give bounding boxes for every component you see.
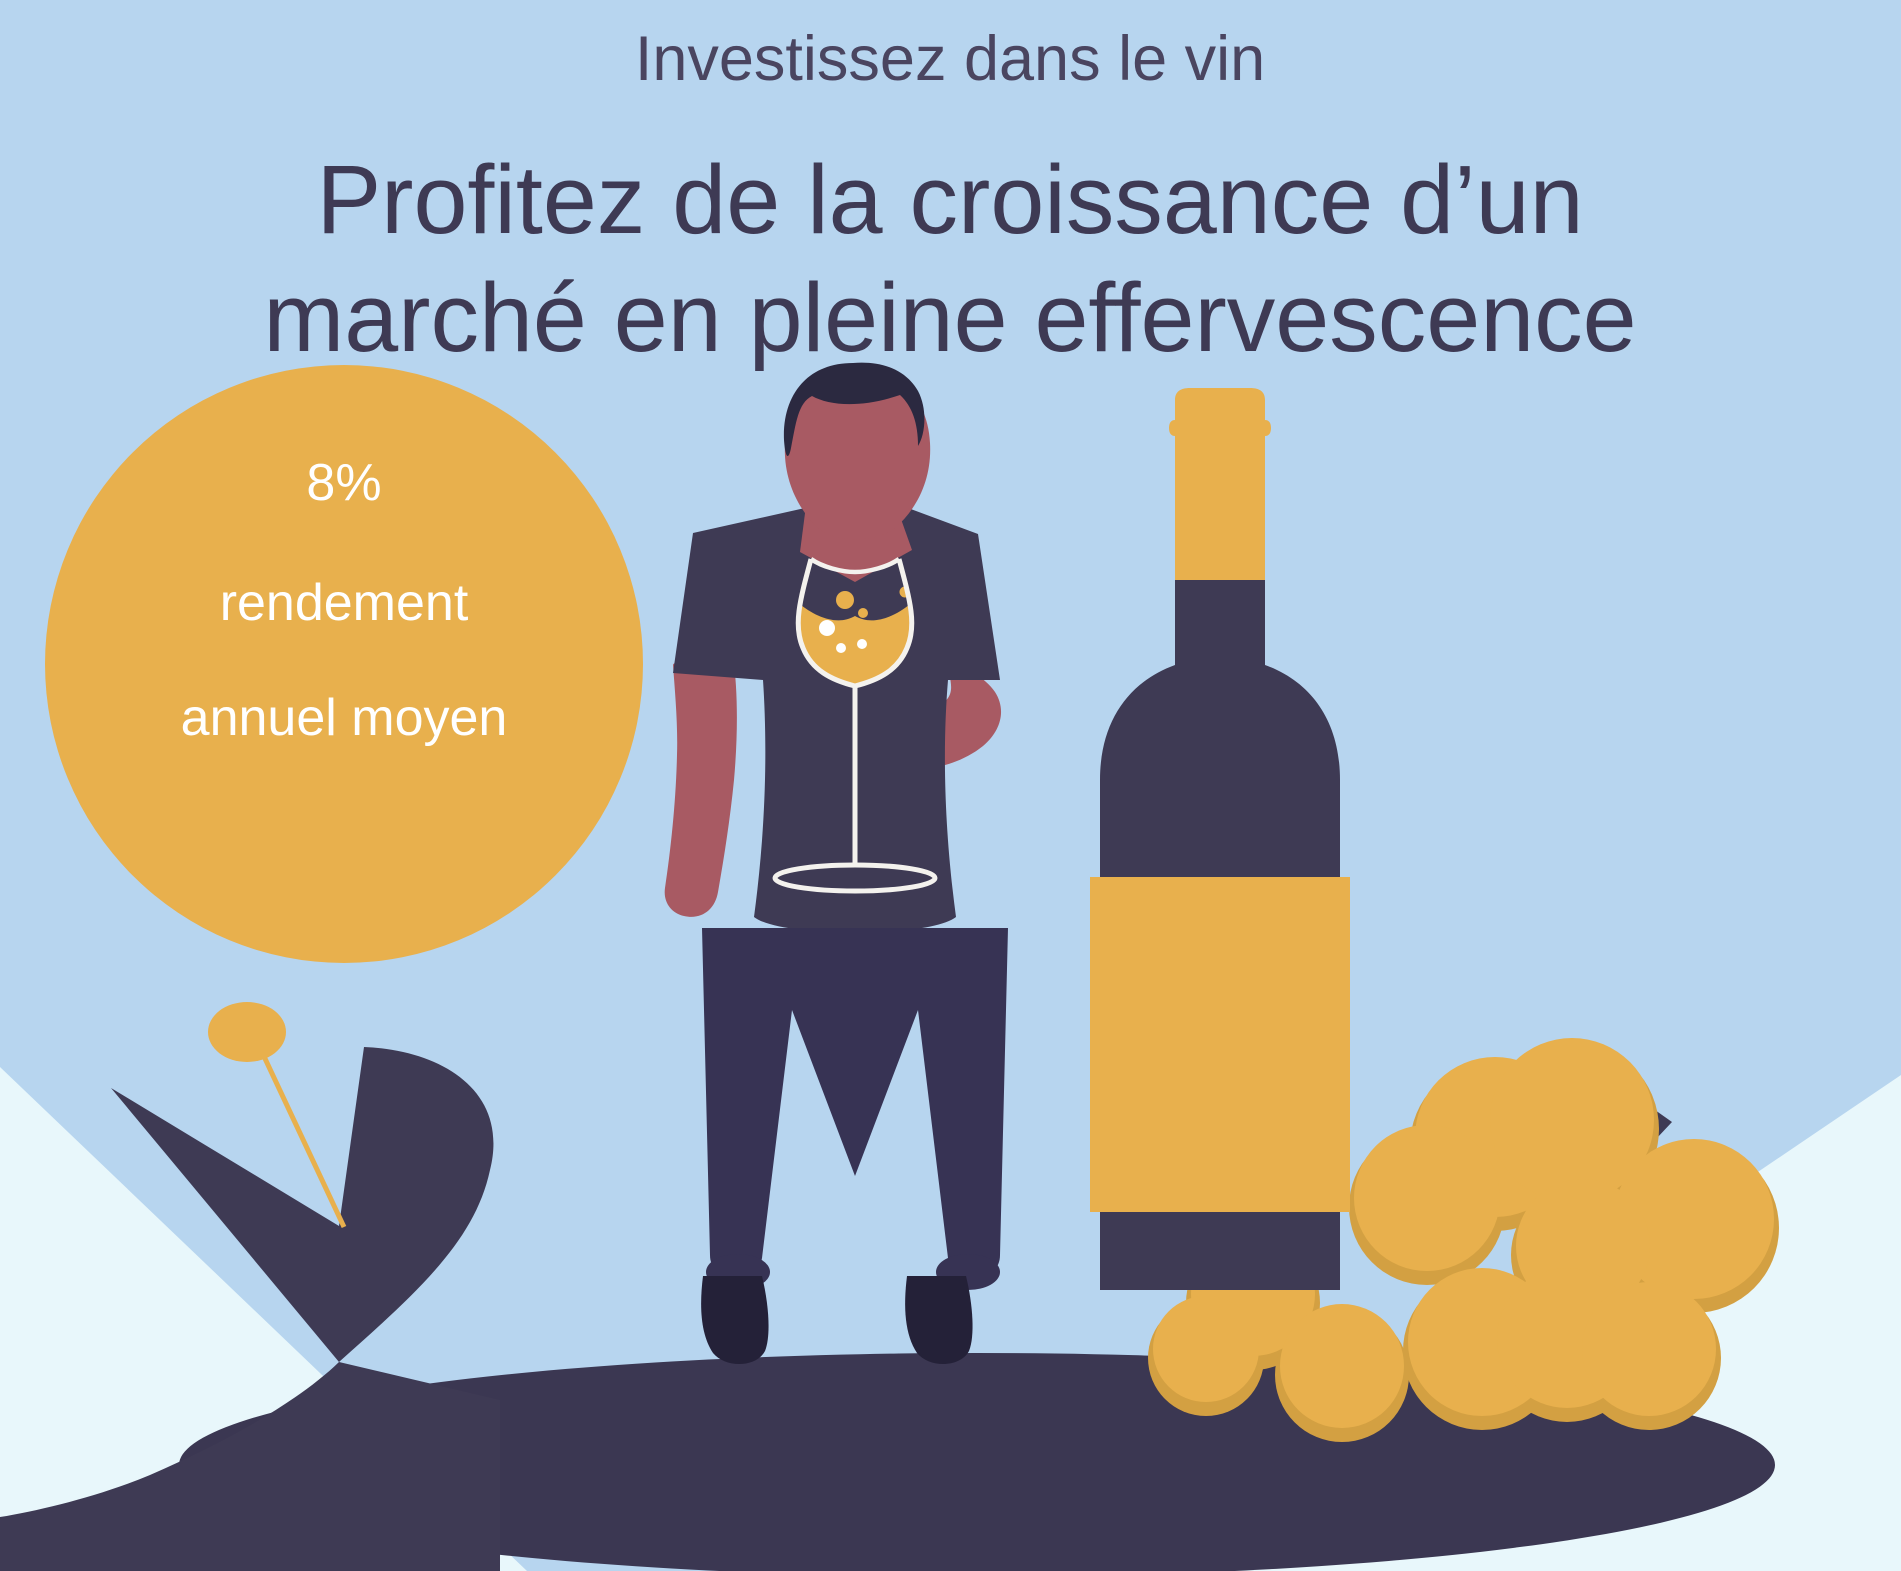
svg-text:annuel moyen: annuel moyen — [181, 689, 508, 747]
svg-text:marché en pleine effervescence: marché en pleine effervescence — [263, 263, 1636, 372]
svg-text:rendement: rendement — [220, 574, 469, 632]
svg-text:Investissez dans le vin: Investissez dans le vin — [635, 24, 1265, 94]
svg-text:8%: 8% — [306, 454, 381, 512]
svg-text:Profitez de la croissance d’un: Profitez de la croissance d’un — [316, 145, 1583, 254]
